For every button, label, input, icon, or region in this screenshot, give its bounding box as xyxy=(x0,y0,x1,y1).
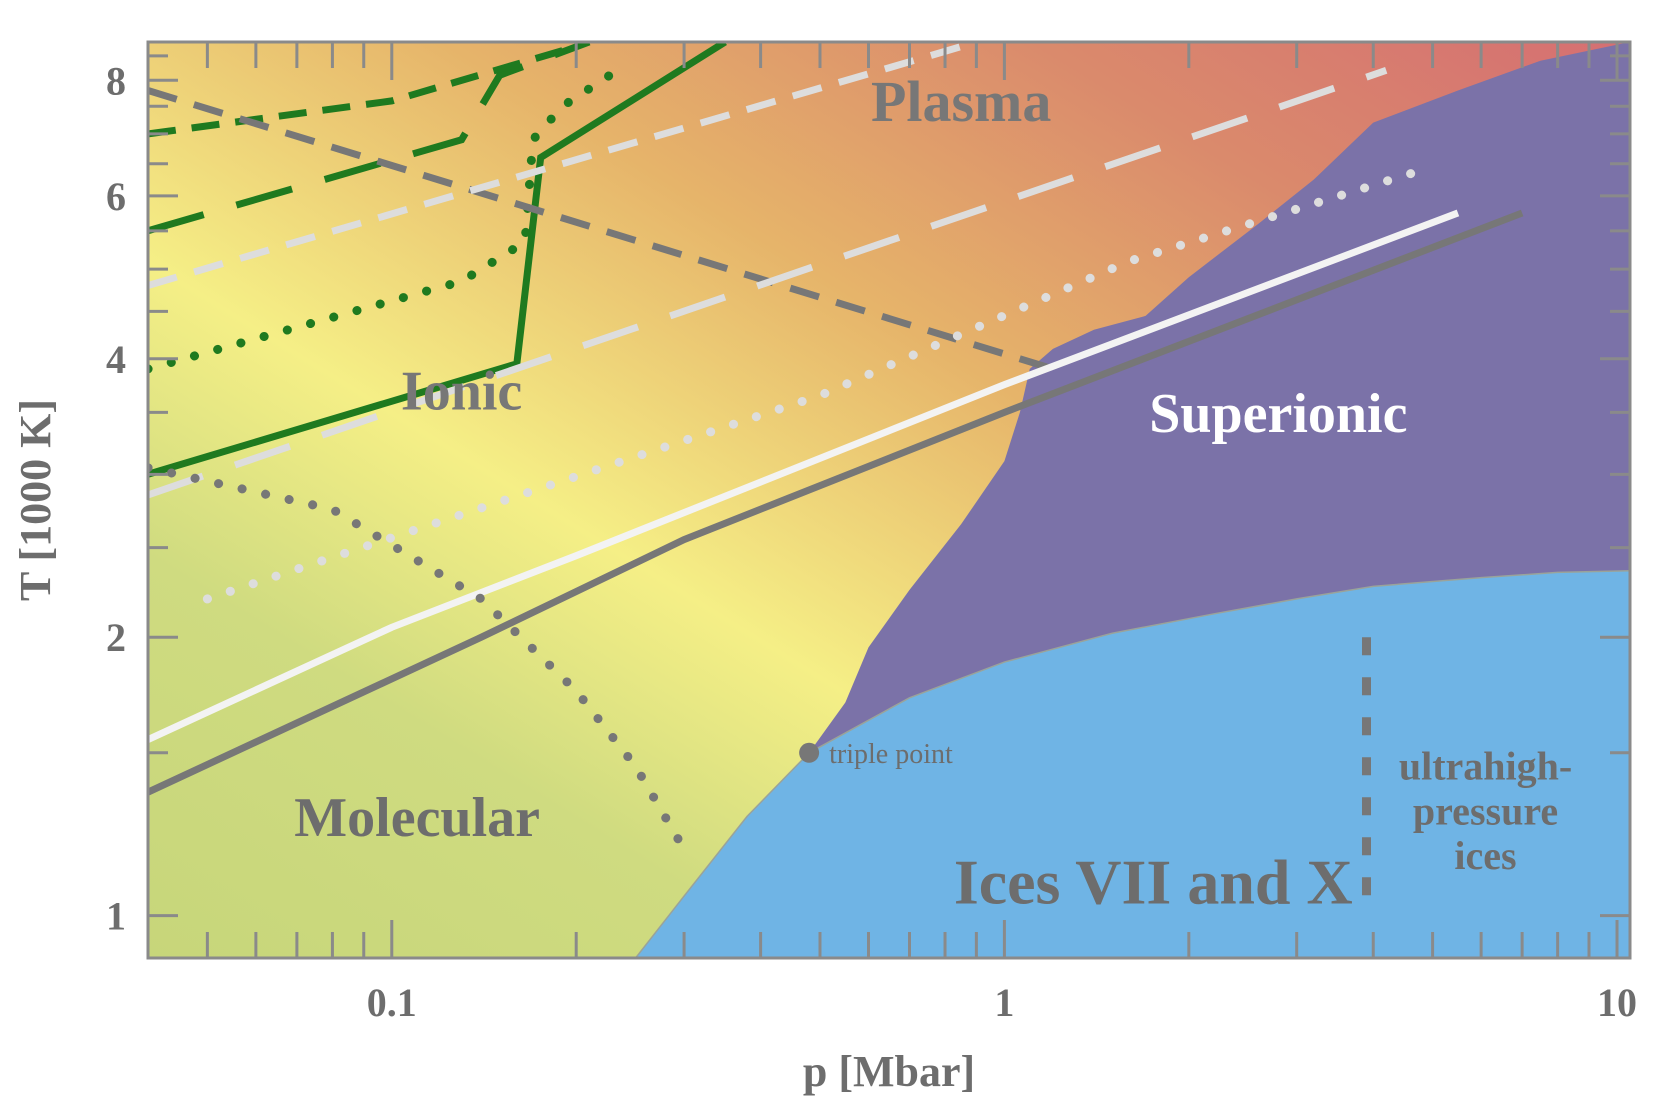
region-label-superionic: Superionic xyxy=(1149,383,1407,445)
y-tick-label: 2 xyxy=(106,615,126,660)
series-line-11 xyxy=(148,463,689,854)
series-line-3 xyxy=(148,43,578,138)
triple-point-marker xyxy=(799,742,820,763)
x-tick-label: 1 xyxy=(994,980,1014,1025)
plot-area xyxy=(148,42,1630,958)
x-tick-label: 0.1 xyxy=(367,980,417,1025)
y-tick-label: 8 xyxy=(106,58,126,103)
triple-point-label: triple point xyxy=(829,739,953,770)
series-line-9 xyxy=(148,209,1460,743)
y-axis-title: T [1000 K] xyxy=(11,399,60,601)
series-line-5 xyxy=(148,87,1054,373)
region-label-ices-vii-and-x: Ices VII and X xyxy=(954,846,1353,917)
series-line-10 xyxy=(148,209,1524,796)
axis-ticks xyxy=(146,42,1630,958)
region-label-molecular: Molecular xyxy=(294,787,540,849)
x-tick-label: 10 xyxy=(1597,980,1637,1025)
plot-frame xyxy=(146,40,1632,960)
series-line-1 xyxy=(148,42,727,478)
x-axis-title: p [Mbar] xyxy=(803,1047,975,1096)
ice-region xyxy=(634,569,1630,958)
region-label-ultrahigh-pressure-ices: ultrahigh-pressure ices xyxy=(1399,743,1572,878)
series-line-7 xyxy=(148,67,1388,499)
region-label-plasma: Plasma xyxy=(871,69,1051,134)
superionic-region xyxy=(809,42,1630,753)
y-tick-label: 1 xyxy=(106,894,126,939)
region-label-ionic: Ionic xyxy=(401,361,522,423)
y-tick-label: 6 xyxy=(106,174,126,219)
y-tick-label: 4 xyxy=(106,337,126,382)
